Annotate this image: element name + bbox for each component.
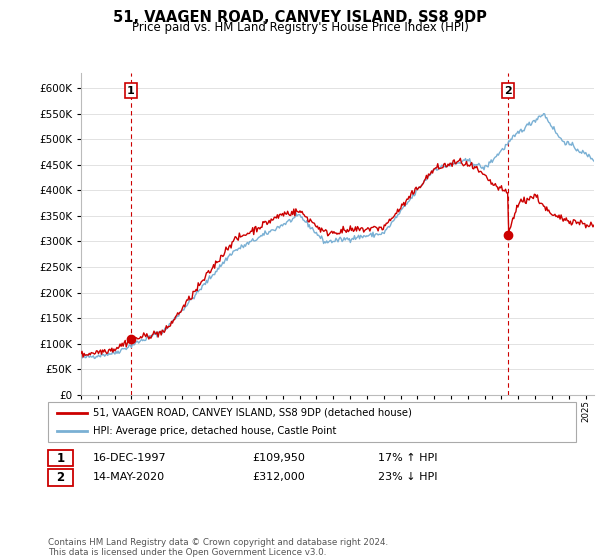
Text: 1: 1 [56,451,65,465]
Text: 1: 1 [127,86,134,96]
Text: Price paid vs. HM Land Registry's House Price Index (HPI): Price paid vs. HM Land Registry's House … [131,21,469,34]
Text: 51, VAAGEN ROAD, CANVEY ISLAND, SS8 9DP (detached house): 51, VAAGEN ROAD, CANVEY ISLAND, SS8 9DP … [93,408,412,418]
Text: 2: 2 [56,470,65,484]
Text: 2: 2 [504,86,512,96]
Text: 23% ↓ HPI: 23% ↓ HPI [378,472,437,482]
Text: £109,950: £109,950 [252,453,305,463]
Text: 17% ↑ HPI: 17% ↑ HPI [378,453,437,463]
Text: £312,000: £312,000 [252,472,305,482]
Text: 51, VAAGEN ROAD, CANVEY ISLAND, SS8 9DP: 51, VAAGEN ROAD, CANVEY ISLAND, SS8 9DP [113,10,487,25]
Text: 16-DEC-1997: 16-DEC-1997 [93,453,167,463]
Text: HPI: Average price, detached house, Castle Point: HPI: Average price, detached house, Cast… [93,426,337,436]
Text: Contains HM Land Registry data © Crown copyright and database right 2024.
This d: Contains HM Land Registry data © Crown c… [48,538,388,557]
Text: 14-MAY-2020: 14-MAY-2020 [93,472,165,482]
